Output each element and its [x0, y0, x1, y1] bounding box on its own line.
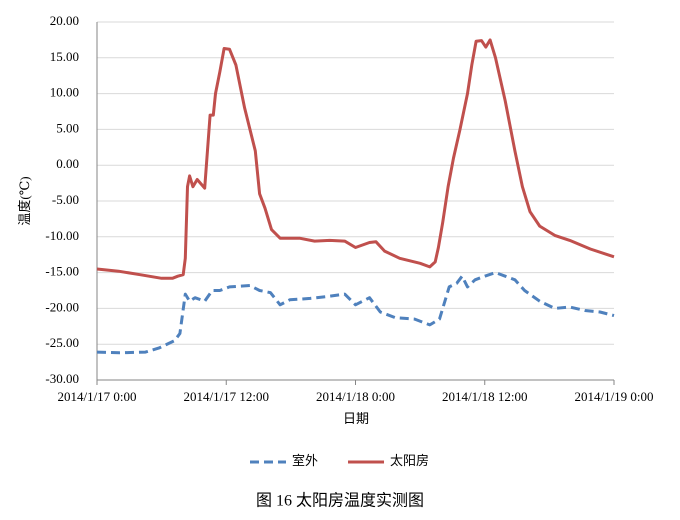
y-tick-label: -25.00: [45, 335, 79, 350]
y-tick-label: -5.00: [52, 192, 79, 207]
y-tick-label: 10.00: [50, 85, 79, 100]
x-tick-label: 2014/1/19 0:00: [574, 389, 653, 404]
y-tick-label: 5.00: [56, 120, 79, 135]
y-tick-label: -15.00: [45, 264, 79, 279]
x-tick-label: 2014/1/18 0:00: [316, 389, 395, 404]
caption: 图 16 太阳房温度实测图: [256, 492, 424, 510]
x-tick-label: 2014/1/18 12:00: [442, 389, 528, 404]
x-axis-label: 日期: [343, 411, 369, 426]
y-tick-label: -20.00: [45, 299, 79, 314]
series-line: [96, 271, 615, 355]
legend-label: 室外: [292, 453, 318, 468]
y-tick-label: 20.00: [50, 13, 79, 28]
y-tick-label: 15.00: [50, 49, 79, 64]
x-tick-label: 2014/1/17 0:00: [57, 389, 136, 404]
y-tick-label: -10.00: [45, 228, 79, 243]
y-axis-label: 温度(℃): [17, 176, 32, 225]
y-tick-label: -30.00: [45, 371, 79, 386]
y-tick-label: 0.00: [56, 156, 79, 171]
x-tick-label: 2014/1/17 12:00: [183, 389, 269, 404]
legend-label: 太阳房: [390, 453, 429, 468]
series-line: [96, 38, 615, 280]
